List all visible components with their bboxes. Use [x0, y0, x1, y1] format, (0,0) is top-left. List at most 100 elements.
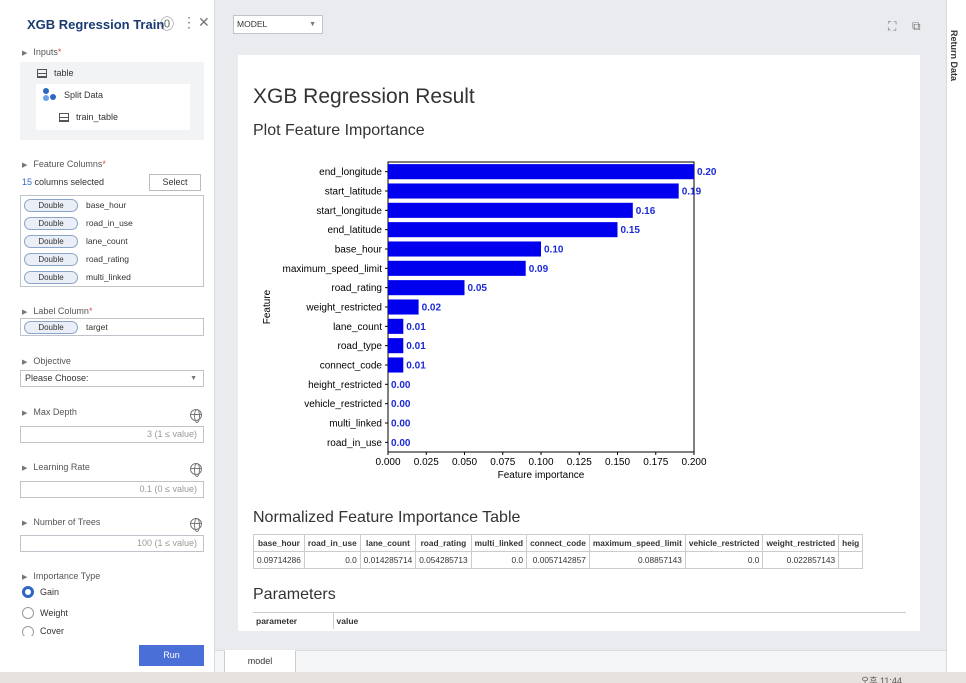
globe-icon[interactable] [190, 463, 202, 477]
y-tick-label: weight_restricted [305, 303, 382, 314]
data-label: 0.20 [697, 167, 717, 178]
radio-label: Weight [40, 608, 68, 618]
required-mark: * [88, 306, 93, 316]
objective-select[interactable]: Please Choose: ▼ [20, 370, 204, 387]
table-cell: 0.08857143 [588, 551, 686, 569]
chevron-right-icon: ▶ [22, 162, 28, 169]
report-view[interactable]: XGB Regression Result Plot Feature Impor… [238, 55, 920, 631]
table-header-cell: road_rating [415, 534, 472, 552]
table-cell: 0.014285714 [359, 551, 417, 569]
run-button[interactable]: Run [139, 645, 204, 666]
data-label: 0.09 [529, 264, 549, 275]
more-icon[interactable]: ⋮ [182, 14, 196, 30]
radio-icon[interactable] [22, 626, 34, 636]
y-tick-label: end_latitude [328, 225, 383, 236]
importance-type-section[interactable]: ▶ Importance Type [22, 571, 100, 581]
bottom-tab-strip [215, 650, 946, 672]
tree-item-table[interactable]: table [37, 68, 74, 78]
model-select[interactable]: MODEL ▼ [233, 15, 323, 34]
plot-heading: Plot Feature Importance [253, 122, 425, 139]
label-column-section[interactable]: ▶ Label Column* [22, 306, 92, 316]
radio-cover[interactable]: Cover [22, 626, 64, 636]
type-badge: Double [24, 234, 78, 248]
bar [388, 338, 404, 354]
globe-icon[interactable] [190, 409, 202, 423]
clock: 오후 11:44 [861, 676, 902, 683]
columns-selected-count: 15 columns selected [22, 177, 104, 187]
inputs-section[interactable]: ▶ Inputs* [22, 47, 61, 57]
inputs-label: Inputs [33, 47, 58, 57]
fullscreen-icon[interactable]: ⛶ [888, 19, 897, 33]
table-header-cell: weight_restricted [762, 534, 840, 552]
list-item: Double road_in_use [24, 216, 133, 230]
select-columns-button[interactable]: Select [149, 174, 201, 191]
column-name: road_rating [86, 254, 130, 264]
params-header-value: value [333, 612, 906, 629]
radio-label: Cover [40, 626, 65, 636]
learning-rate-input[interactable]: 0.1 (0 ≤ value) [20, 481, 204, 498]
num-trees-section[interactable]: ▶ Number of Trees [22, 517, 100, 527]
feature-columns-section[interactable]: ▶ Feature Columns* [22, 159, 106, 169]
column-name: base_hour [86, 200, 127, 210]
globe-icon[interactable] [190, 518, 202, 532]
type-badge: Double [24, 252, 78, 266]
popout-icon[interactable]: ⧉ [912, 19, 921, 33]
tree-item-split-data[interactable]: Split Data [43, 88, 103, 101]
right-sidebar[interactable]: Return Data [946, 0, 966, 683]
x-tick-label: 0.100 [528, 457, 553, 468]
table-cell: 0.09714286 [253, 551, 305, 569]
bar [388, 299, 419, 315]
y-tick-label: road_type [338, 341, 383, 352]
radio-gain[interactable]: Gain [22, 586, 59, 598]
table-cell: 0.0 [684, 551, 764, 569]
table-header-row: base_hour road_in_use lane_count road_ratin… [253, 534, 864, 552]
return-data-tab[interactable]: Return Data [949, 30, 959, 82]
learning-rate-label: Learning Rate [33, 462, 90, 472]
y-tick-label: start_latitude [325, 187, 383, 198]
tab-model[interactable]: model [224, 650, 296, 673]
data-label: 0.16 [636, 206, 656, 217]
max-depth-input[interactable]: 3 (1 ≤ value) [20, 426, 204, 443]
column-name: multi_linked [86, 272, 131, 282]
bar [388, 164, 694, 180]
y-axis-label: Feature [262, 289, 273, 324]
radio-selected-icon[interactable] [22, 586, 34, 598]
close-icon[interactable]: ✕ [198, 14, 210, 30]
type-badge: Double [24, 216, 78, 230]
feature-importance-table: base_hour road_in_use lane_count road_ratin… [253, 534, 864, 569]
x-tick-label: 0.200 [681, 457, 706, 468]
y-tick-label: multi_linked [329, 419, 382, 430]
bar [388, 183, 679, 199]
y-tick-label: start_longitude [316, 206, 382, 217]
objective-value: Please Choose: [25, 373, 89, 383]
num-trees-input[interactable]: 100 (1 ≤ value) [20, 535, 204, 552]
max-depth-section[interactable]: ▶ Max Depth [22, 407, 77, 417]
tree-item-label: table [54, 68, 74, 78]
label-column-field[interactable]: Double target [20, 318, 204, 336]
max-depth-label: Max Depth [33, 407, 77, 417]
table-cell: 0.0057142857 [526, 551, 590, 569]
radio-icon[interactable] [22, 607, 34, 619]
model-select-value: MODEL [237, 19, 268, 29]
chevron-right-icon: ▶ [22, 359, 28, 366]
data-label: 0.00 [391, 399, 411, 410]
tree-item-train-table[interactable]: train_table [59, 112, 118, 122]
learning-rate-section[interactable]: ▶ Learning Rate [22, 462, 90, 472]
chevron-down-icon: ▼ [309, 21, 316, 28]
radio-weight[interactable]: Weight [22, 607, 68, 619]
objective-label: Objective [33, 356, 71, 366]
bar [388, 222, 618, 238]
y-tick-label: lane_count [333, 322, 382, 333]
feature-columns-list[interactable]: Double base_hour Double road_in_use Double… [20, 195, 204, 287]
y-tick-label: road_rating [331, 283, 382, 294]
y-tick-label: height_restricted [308, 380, 382, 391]
type-badge: Double [24, 320, 78, 334]
list-item: Double target [24, 320, 108, 334]
objective-section[interactable]: ▶ Objective [22, 356, 71, 366]
report-title: XGB Regression Result [253, 85, 475, 108]
taskbar [0, 672, 966, 683]
help-icon[interactable]: ⓪ [160, 16, 174, 32]
x-tick-label: 0.050 [452, 457, 477, 468]
importance-type-label: Importance Type [33, 571, 101, 581]
